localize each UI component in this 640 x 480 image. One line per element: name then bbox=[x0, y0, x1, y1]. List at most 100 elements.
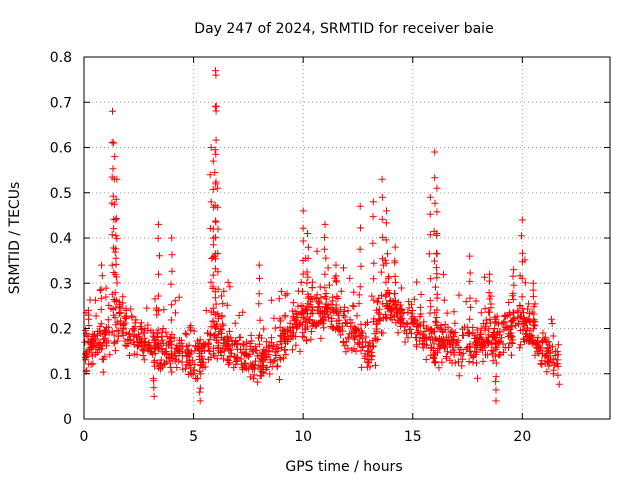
data-point bbox=[109, 107, 116, 115]
data-point bbox=[383, 290, 390, 298]
data-point bbox=[492, 397, 500, 405]
data-point bbox=[534, 334, 542, 342]
data-point bbox=[254, 378, 262, 386]
data-point bbox=[219, 320, 227, 328]
data-point bbox=[432, 264, 440, 272]
data-point bbox=[160, 306, 168, 314]
data-point bbox=[493, 312, 501, 320]
data-point bbox=[329, 297, 337, 305]
data-point bbox=[370, 259, 378, 267]
data-point bbox=[404, 334, 412, 342]
data-point bbox=[357, 262, 365, 270]
data-point bbox=[492, 319, 500, 327]
data-point bbox=[150, 336, 158, 344]
data-point bbox=[476, 334, 483, 342]
data-point bbox=[519, 249, 526, 257]
data-point bbox=[207, 144, 215, 151]
data-point bbox=[487, 304, 495, 312]
data-point bbox=[481, 273, 489, 281]
data-point bbox=[199, 342, 207, 350]
data-point bbox=[212, 103, 219, 111]
data-point bbox=[369, 198, 377, 206]
data-point bbox=[493, 343, 501, 351]
data-point bbox=[299, 310, 307, 318]
data-point bbox=[196, 336, 204, 344]
data-point bbox=[137, 337, 145, 345]
data-point bbox=[220, 287, 228, 295]
data-point bbox=[271, 356, 279, 364]
data-point bbox=[356, 245, 364, 253]
data-point bbox=[126, 330, 133, 338]
data-point bbox=[109, 165, 117, 173]
data-point bbox=[255, 261, 263, 269]
data-point bbox=[427, 275, 435, 283]
data-point bbox=[168, 234, 176, 242]
data-point bbox=[151, 362, 159, 370]
data-point bbox=[234, 339, 242, 347]
data-point bbox=[86, 344, 94, 352]
data-point bbox=[426, 297, 434, 304]
data-point bbox=[92, 345, 100, 353]
data-point bbox=[431, 328, 438, 336]
data-point bbox=[346, 323, 354, 330]
data-point bbox=[471, 347, 479, 355]
data-point bbox=[209, 285, 217, 292]
data-point bbox=[157, 361, 165, 369]
data-point bbox=[416, 313, 424, 321]
data-point bbox=[498, 320, 506, 328]
data-point bbox=[153, 330, 161, 338]
data-point bbox=[555, 380, 563, 388]
data-point bbox=[487, 347, 495, 354]
data-point bbox=[150, 392, 158, 400]
data-point bbox=[226, 327, 233, 335]
data-point bbox=[485, 325, 493, 333]
data-point bbox=[108, 138, 116, 146]
data-point bbox=[433, 321, 441, 329]
data-point bbox=[106, 351, 114, 359]
data-point bbox=[495, 351, 503, 359]
data-point bbox=[427, 303, 435, 311]
data-point bbox=[357, 224, 364, 232]
data-point bbox=[486, 277, 493, 285]
data-point bbox=[102, 342, 110, 350]
data-point bbox=[529, 279, 537, 287]
y-axis-title: SRMTID / TECUs bbox=[7, 182, 23, 295]
data-point bbox=[153, 341, 161, 349]
data-point bbox=[85, 315, 92, 323]
data-point bbox=[156, 360, 164, 368]
data-point bbox=[196, 397, 204, 405]
data-point bbox=[356, 202, 364, 210]
data-point bbox=[252, 357, 259, 365]
chart-title: Day 247 of 2024, SRMTID for receiver bai… bbox=[194, 21, 493, 37]
data-point bbox=[98, 261, 105, 269]
data-point bbox=[299, 303, 307, 311]
data-point bbox=[355, 291, 363, 299]
data-point bbox=[226, 283, 234, 291]
data-point bbox=[282, 351, 290, 359]
data-point bbox=[431, 174, 439, 182]
data-point bbox=[276, 376, 283, 383]
data-point bbox=[391, 243, 399, 251]
data-point bbox=[212, 178, 220, 186]
data-point bbox=[526, 338, 534, 346]
data-point bbox=[149, 332, 157, 340]
data-point bbox=[529, 317, 537, 325]
data-point bbox=[289, 299, 297, 307]
data-point bbox=[111, 153, 119, 161]
data-point bbox=[339, 339, 347, 347]
data-point bbox=[408, 310, 416, 318]
data-point bbox=[305, 316, 313, 324]
data-point bbox=[317, 334, 325, 342]
data-point bbox=[492, 386, 500, 394]
data-point bbox=[277, 331, 285, 339]
data-point bbox=[346, 274, 354, 282]
data-point bbox=[268, 339, 276, 347]
x-tick-label: 5 bbox=[189, 429, 198, 445]
data-point bbox=[465, 343, 473, 350]
data-point bbox=[317, 294, 325, 302]
data-point bbox=[127, 305, 135, 313]
data-point bbox=[438, 358, 446, 366]
data-point bbox=[384, 250, 392, 258]
data-point bbox=[253, 352, 261, 360]
data-point bbox=[213, 355, 221, 363]
